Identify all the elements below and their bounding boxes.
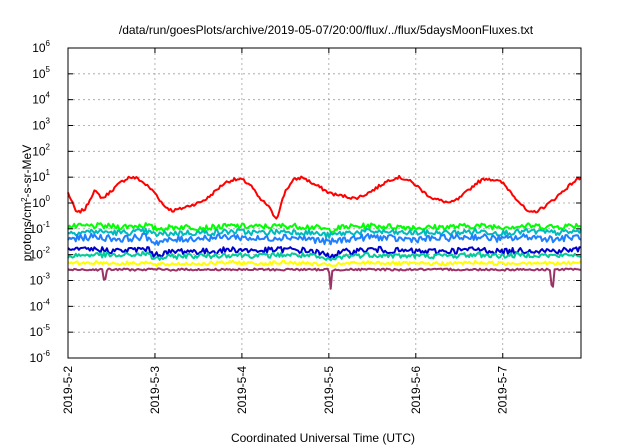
x-axis: 2019-5-2 2019-5-3 2019-5-4 2019-5-5 2019-5-6… (61, 48, 510, 414)
y-tick-exp: 0 (46, 194, 51, 203)
y-tick-exp: -1 (43, 220, 51, 229)
x-tick-label: 2019-5-6 (409, 366, 423, 414)
y-axis-label-sup: 2 (20, 197, 29, 202)
y-tick-base: 10 (30, 351, 44, 365)
x-tick-label: 2019-5-4 (235, 366, 249, 414)
y-tick-base: 10 (32, 93, 46, 107)
chart-title: /data/run/goesPlots/archive/2019-05-07/2… (119, 23, 534, 37)
y-tick-exp: 1 (46, 168, 51, 177)
y-tick-exp: 3 (46, 117, 51, 126)
y-tick-label: 102 (32, 142, 50, 158)
grid (68, 48, 581, 358)
series-line-3 (67, 227, 582, 239)
series-line-6 (67, 250, 582, 262)
y-tick-base: 10 (32, 41, 46, 55)
series-line-1 (67, 174, 582, 220)
series-group (67, 174, 582, 290)
y-tick-label: 101 (32, 168, 50, 184)
y-tick-exp: 4 (46, 91, 51, 100)
y-tick-base: 10 (30, 325, 44, 339)
y-tick-base: 10 (30, 299, 44, 313)
y-tick-label: 104 (32, 91, 50, 107)
x-tick-label: 2019-5-5 (322, 366, 336, 414)
y-tick-label: 103 (32, 117, 50, 133)
y-tick-base: 10 (30, 274, 44, 288)
y-tick-base: 10 (32, 196, 46, 210)
y-tick-label: 10-2 (30, 246, 51, 262)
y-tick-base: 10 (32, 170, 46, 184)
y-tick-label: 10-5 (30, 323, 51, 339)
y-tick-base: 10 (32, 67, 46, 81)
y-tick-label: 10-6 (30, 349, 51, 365)
series-line-8 (67, 267, 581, 290)
y-tick-exp: -4 (43, 297, 51, 306)
series-line-7 (67, 259, 582, 268)
y-tick-exp: 5 (46, 65, 51, 74)
y-tick-exp: 2 (46, 142, 51, 151)
y-tick-exp: -2 (43, 246, 51, 255)
series-line-2 (67, 222, 582, 234)
x-axis-label: Coordinated Universal Time (UTC) (231, 431, 415, 445)
y-axis: 10-610-510-410-310-210-11001011021031041… (30, 39, 581, 365)
y-axis-label-rest: -s-sr-MeV (20, 145, 34, 198)
y-tick-exp: 6 (46, 39, 51, 48)
y-tick-exp: -6 (43, 349, 51, 358)
x-tick-label: 2019-5-2 (61, 366, 75, 414)
y-tick-base: 10 (30, 222, 44, 236)
y-tick-label: 105 (32, 65, 50, 81)
y-tick-label: 10-1 (30, 220, 51, 236)
y-tick-label: 10-4 (30, 297, 51, 313)
y-tick-base: 10 (32, 144, 46, 158)
y-tick-base: 10 (30, 248, 44, 262)
y-axis-label: protons/cm2-s-sr-MeV (20, 145, 35, 261)
y-axis-label-base: protons/cm (20, 202, 34, 261)
y-tick-exp: -5 (43, 323, 51, 332)
series-line-4 (67, 232, 582, 246)
y-tick-base: 10 (32, 119, 46, 133)
x-tick-label: 2019-5-3 (148, 366, 162, 414)
y-tick-label: 10-3 (30, 272, 51, 288)
y-tick-label: 106 (32, 39, 50, 55)
x-tick-label: 2019-5-7 (496, 366, 510, 414)
y-tick-label: 100 (32, 194, 50, 210)
y-tick-exp: -3 (43, 272, 51, 281)
